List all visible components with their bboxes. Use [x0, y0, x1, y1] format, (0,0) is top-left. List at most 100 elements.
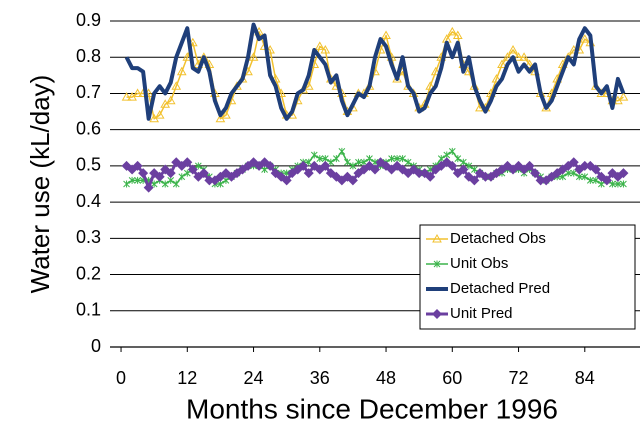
y-tick-label: 0.5 — [76, 155, 101, 175]
x-tick-label: 48 — [376, 368, 396, 388]
marker — [404, 158, 412, 166]
marker — [618, 92, 629, 101]
marker — [471, 166, 478, 174]
marker — [480, 171, 491, 182]
x-axis-title: Months since December 1996 — [186, 393, 558, 424]
marker — [425, 171, 436, 182]
x-tick-label: 12 — [177, 368, 197, 388]
y-tick-label: 0.4 — [76, 191, 101, 211]
marker — [183, 169, 191, 177]
marker — [524, 160, 535, 171]
marker — [581, 173, 589, 181]
marker — [314, 41, 325, 50]
y-tick-label: 0 — [91, 336, 101, 356]
marker — [620, 180, 627, 188]
marker — [172, 180, 180, 188]
marker — [143, 182, 154, 193]
marker — [221, 110, 231, 119]
marker — [425, 81, 436, 90]
marker — [320, 44, 331, 54]
marker — [176, 66, 187, 76]
legend-label: Unit Pred — [450, 305, 513, 322]
marker — [452, 30, 463, 39]
y-axis-title: Water use (kL/day) — [25, 75, 55, 294]
marker — [618, 168, 629, 179]
marker — [447, 160, 458, 171]
y-tick-label: 0.9 — [76, 10, 101, 30]
y-tick-label: 0.2 — [76, 263, 101, 283]
marker — [609, 180, 616, 188]
marker — [165, 95, 176, 105]
marker — [592, 176, 600, 184]
marker — [432, 233, 442, 243]
marker — [447, 26, 458, 36]
marker — [344, 158, 351, 166]
marker — [265, 160, 276, 171]
marker — [349, 162, 357, 170]
marker — [204, 175, 215, 186]
marker — [123, 180, 130, 188]
marker — [320, 160, 331, 171]
y-tick-label: 0.6 — [76, 118, 101, 138]
marker — [524, 59, 535, 68]
x-tick-label: 0 — [116, 368, 126, 388]
marker — [248, 52, 259, 61]
y-tick-label: 0.1 — [76, 300, 101, 320]
x-tick-label: 72 — [509, 368, 529, 388]
marker — [333, 155, 340, 163]
x-tick-label: 36 — [310, 368, 330, 388]
marker — [132, 88, 143, 97]
marker — [590, 164, 601, 175]
marker — [310, 151, 318, 159]
marker — [132, 160, 143, 171]
marker — [134, 176, 141, 184]
marker — [433, 260, 441, 268]
marker — [187, 164, 198, 175]
marker — [347, 175, 358, 186]
legend-label: Detached Pred — [450, 280, 550, 297]
marker — [154, 110, 165, 119]
marker — [338, 147, 346, 155]
marker — [519, 52, 529, 61]
marker — [579, 34, 590, 43]
y-tick-label: 0.7 — [76, 82, 101, 102]
marker — [601, 175, 612, 186]
marker — [430, 66, 441, 76]
marker — [469, 175, 480, 186]
marker — [570, 169, 578, 177]
legend-box — [419, 224, 636, 330]
marker — [316, 155, 324, 163]
marker — [154, 171, 165, 182]
marker — [579, 160, 590, 171]
marker — [305, 158, 313, 166]
marker — [568, 157, 579, 168]
marker — [497, 59, 507, 68]
marker — [298, 160, 309, 171]
marker — [198, 168, 209, 179]
marker — [128, 176, 136, 184]
marker — [399, 155, 406, 163]
marker — [388, 155, 395, 163]
legend-label: Unit Obs — [450, 255, 508, 272]
marker — [370, 164, 380, 175]
y-tick-label: 0.8 — [76, 46, 101, 66]
marker — [194, 162, 202, 170]
marker — [513, 52, 524, 61]
marker — [454, 155, 462, 163]
marker — [121, 92, 132, 101]
x-tick-label: 84 — [575, 368, 595, 388]
marker — [138, 168, 149, 179]
marker — [161, 180, 169, 188]
marker — [281, 175, 292, 186]
marker — [381, 30, 391, 39]
marker — [414, 168, 425, 179]
marker — [182, 157, 193, 168]
marker — [508, 44, 518, 54]
marker — [303, 168, 314, 179]
series-line — [124, 22, 626, 121]
marker — [327, 158, 335, 166]
marker — [502, 52, 513, 61]
marker — [586, 176, 594, 184]
marker — [465, 162, 473, 170]
